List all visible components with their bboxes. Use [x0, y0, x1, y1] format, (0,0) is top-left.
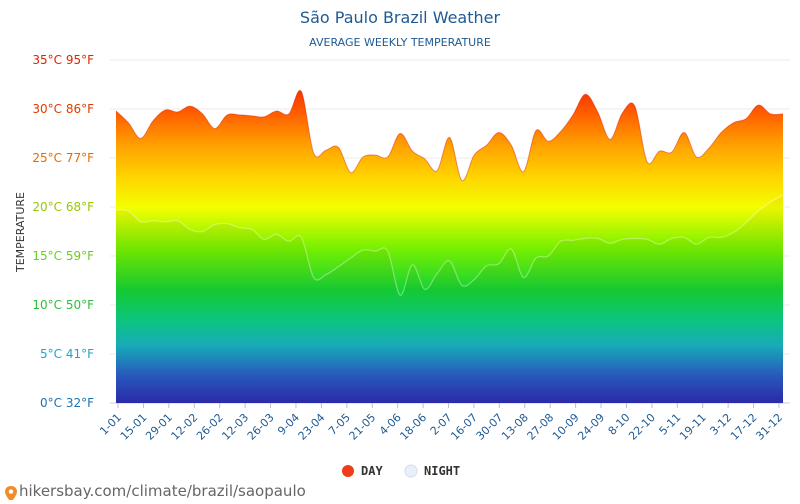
day-series-line: [115, 89, 784, 182]
y-tick-label: 5°C 41°F: [40, 347, 94, 361]
y-tick-label: 20°C 68°F: [32, 200, 94, 214]
chart-title: São Paulo Brazil Weather: [300, 8, 501, 27]
y-axis-ticks: 0°C 32°F 5°C 41°F 10°C 50°F 15°C 59°F 20°C 6…: [32, 53, 94, 410]
x-tick-label: 13-08: [499, 411, 531, 443]
x-tick-label: 10-09: [550, 411, 582, 443]
night-series-line: [115, 194, 784, 296]
x-tick-label: 17-12: [728, 411, 760, 443]
x-tick-label: 26-02: [194, 411, 226, 443]
legend-day-label: DAY: [361, 464, 383, 478]
x-tick-label: 29-01: [143, 411, 175, 443]
y-tick-label: 0°C 32°F: [40, 396, 94, 410]
legend: DAY NIGHT: [342, 464, 460, 478]
x-axis-ticks: 1-0115-0129-0112-0226-0212-0326-039-0423…: [97, 403, 785, 443]
x-tick-label: 30-07: [474, 411, 506, 443]
x-tick-label: 22-10: [626, 411, 658, 443]
x-tick-label: 15-01: [118, 411, 150, 443]
source-link[interactable]: hikersbay.com/climate/brazil/saopaulo: [5, 482, 306, 502]
x-tick-label: 31-12: [753, 411, 785, 443]
y-tick-label: 25°C 77°F: [32, 151, 94, 165]
legend-item-night[interactable]: NIGHT: [404, 464, 460, 478]
x-tick-label: 12-03: [219, 411, 251, 443]
legend-day-marker: [342, 465, 354, 477]
x-tick-label: 26-03: [245, 411, 277, 443]
legend-item-day[interactable]: DAY: [342, 464, 383, 478]
x-tick-label: 23-04: [296, 411, 328, 443]
y-tick-label: 35°C 95°F: [32, 53, 94, 67]
series-layer: [115, 89, 784, 403]
x-tick-label: 27-08: [525, 411, 557, 443]
x-tick-label: 18-06: [397, 411, 429, 443]
x-tick-label: 12-02: [169, 411, 201, 443]
x-tick-label: 16-07: [448, 411, 480, 443]
x-tick-label: 21-05: [347, 411, 379, 443]
y-tick-label: 30°C 86°F: [32, 102, 94, 116]
y-tick-label: 15°C 59°F: [32, 249, 94, 263]
y-tick-label: 10°C 50°F: [32, 298, 94, 312]
location-pin-icon: [5, 486, 17, 502]
source-url: hikersbay.com/climate/brazil/saopaulo: [19, 482, 306, 500]
x-tick-label: 24-09: [575, 411, 607, 443]
x-tick-label: 19-11: [677, 411, 709, 443]
legend-night-marker: [404, 464, 418, 478]
location-pin-dot: [8, 489, 14, 494]
legend-night-label: NIGHT: [424, 464, 460, 478]
chart-subtitle: AVERAGE WEEKLY TEMPERATURE: [309, 36, 491, 49]
y-axis-label: TEMPERATURE: [14, 192, 27, 273]
night-series-area: [116, 195, 783, 403]
